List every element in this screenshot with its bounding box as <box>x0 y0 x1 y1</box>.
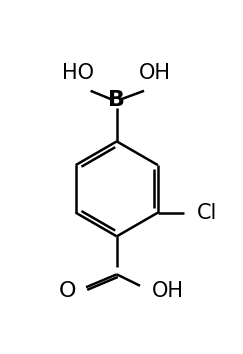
Text: Cl: Cl <box>197 202 217 223</box>
Text: HO: HO <box>61 63 94 83</box>
Text: OH: OH <box>152 281 184 301</box>
Text: B: B <box>108 90 125 110</box>
Text: OH: OH <box>139 63 171 83</box>
Text: O: O <box>59 281 76 301</box>
